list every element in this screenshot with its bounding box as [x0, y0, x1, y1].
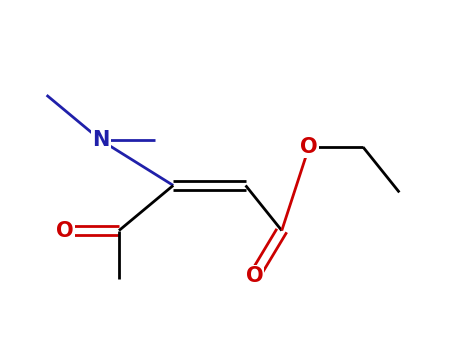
Text: O: O [300, 137, 318, 157]
Text: N: N [92, 130, 110, 150]
Text: O: O [56, 220, 74, 240]
Text: O: O [246, 266, 263, 286]
